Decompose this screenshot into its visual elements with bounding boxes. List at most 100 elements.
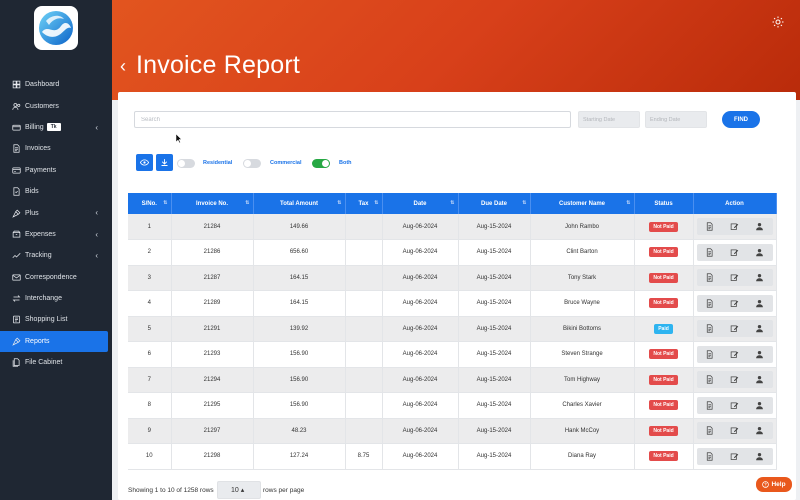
column-header-total-amount[interactable]: Total Amount ⇅: [253, 193, 346, 214]
cell-tax: [345, 239, 383, 266]
customer-profile-icon[interactable]: [755, 299, 764, 308]
customer-profile-icon[interactable]: [755, 426, 764, 435]
sort-icon[interactable]: ⇅: [163, 200, 168, 206]
edit-icon[interactable]: [730, 248, 739, 257]
customer-profile-icon[interactable]: [755, 273, 764, 282]
rows-per-page-select[interactable]: 10 ▴: [217, 481, 261, 499]
edit-icon[interactable]: [730, 299, 739, 308]
help-button[interactable]: Help: [756, 477, 792, 492]
cell-status: Not Paid: [634, 341, 694, 368]
sort-icon[interactable]: ⇅: [337, 200, 342, 206]
sidebar-item-shopping-list[interactable]: Shopping List: [0, 309, 112, 330]
column-header-label: Action: [725, 200, 744, 207]
table-row[interactable]: 3 21287 164.15 Aug-06-2024 Aug-15-2024 Tony S…: [128, 265, 777, 291]
sidebar-item-customers[interactable]: Customers: [0, 95, 112, 116]
table-row[interactable]: 9 21297 48.23 Aug-06-2024 Aug-15-2024 Hank Mc…: [128, 418, 777, 444]
sidebar-item-payments[interactable]: Payments: [0, 160, 112, 181]
view-invoice-icon[interactable]: [705, 350, 714, 359]
column-header-date[interactable]: Date ⇅: [382, 193, 459, 214]
app-logo[interactable]: [34, 6, 78, 50]
sidebar-item-plus[interactable]: Plus ‹: [0, 202, 112, 223]
customer-profile-icon[interactable]: [755, 248, 764, 257]
customer-profile-icon[interactable]: [755, 324, 764, 333]
column-header-customer-name[interactable]: Customer Name ⇅: [530, 193, 635, 214]
sidebar-item-expenses[interactable]: Expenses ‹: [0, 224, 112, 245]
sidebar-item-dashboard[interactable]: Dashboard: [0, 74, 112, 95]
cell-invoice-no: 21286: [171, 239, 254, 266]
cell-invoice-no: 21287: [171, 265, 254, 291]
view-invoice-icon[interactable]: [705, 299, 714, 308]
view-button[interactable]: [136, 154, 153, 171]
column-header-tax[interactable]: Tax ⇅: [345, 193, 383, 214]
column-header-action[interactable]: Action: [693, 193, 777, 214]
customer-profile-icon[interactable]: [755, 222, 764, 231]
view-invoice-icon[interactable]: [705, 375, 714, 384]
sidebar-item-tracking[interactable]: Tracking ‹: [0, 245, 112, 266]
page-header: ‹ Invoice Report: [112, 0, 800, 100]
table-row[interactable]: 5 21291 139.92 Aug-06-2024 Aug-15-2024 Bikini…: [128, 316, 777, 342]
table-row[interactable]: 1 21284 149.66 Aug-06-2024 Aug-15-2024 John R…: [128, 214, 777, 240]
table-row[interactable]: 7 21294 156.90 Aug-06-2024 Aug-15-2024 Tom Hi…: [128, 367, 777, 393]
edit-icon[interactable]: [730, 324, 739, 333]
action-button-group: [696, 243, 773, 261]
both-toggle[interactable]: [312, 159, 330, 168]
column-header-invoice-no[interactable]: Invoice No. ⇅: [171, 193, 254, 214]
cell-due-date: Aug-15-2024: [458, 290, 531, 317]
column-header-sno[interactable]: S/No. ⇅: [128, 193, 172, 214]
cell-tax: [345, 316, 383, 342]
cell-total-amount: 149.66: [253, 214, 346, 240]
edit-icon[interactable]: [730, 401, 739, 410]
view-invoice-icon[interactable]: [705, 426, 714, 435]
sidebar-item-correspondence[interactable]: Correspondence: [0, 267, 112, 288]
customer-profile-icon[interactable]: [755, 401, 764, 410]
edit-icon[interactable]: [730, 222, 739, 231]
sidebar-item-reports[interactable]: Reports: [0, 330, 108, 353]
cell-total-amount: 156.90: [253, 367, 346, 393]
column-header-status[interactable]: Status: [634, 193, 694, 214]
cell-due-date: Aug-15-2024: [458, 239, 531, 266]
sort-icon[interactable]: ⇅: [522, 200, 527, 206]
sort-icon[interactable]: ⇅: [245, 200, 250, 206]
end-date-field[interactable]: [645, 111, 707, 128]
table-row[interactable]: 10 21298 127.24 8.75 Aug-06-2024 Aug-15-2024 D…: [128, 443, 777, 470]
sidebar-item-invoices[interactable]: Invoices: [0, 138, 112, 159]
sidebar-item-file-cabinet[interactable]: File Cabinet: [0, 352, 112, 373]
sort-icon[interactable]: ⇅: [626, 200, 631, 206]
sort-icon[interactable]: ⇅: [450, 200, 455, 206]
commercial-toggle[interactable]: [243, 159, 261, 168]
customer-profile-icon[interactable]: [755, 375, 764, 384]
view-invoice-icon[interactable]: [705, 401, 714, 410]
customer-profile-icon[interactable]: [755, 350, 764, 359]
find-button[interactable]: FIND: [722, 111, 760, 128]
sidebar-item-interchange[interactable]: Interchange: [0, 288, 112, 309]
edit-icon[interactable]: [730, 375, 739, 384]
table-row[interactable]: 2 21286 656.60 Aug-06-2024 Aug-15-2024 Clint …: [128, 239, 777, 266]
sidebar-item-billing[interactable]: Billing Tk ‹: [0, 117, 112, 138]
sidebar-item-label: Billing: [25, 123, 44, 131]
sidebar-item-bids[interactable]: Bids: [0, 181, 112, 202]
start-date-field[interactable]: [578, 111, 640, 128]
sidebar-item-label: Interchange: [25, 295, 62, 303]
customer-profile-icon[interactable]: [755, 452, 764, 461]
view-invoice-icon[interactable]: [705, 324, 714, 333]
table-row[interactable]: 6 21293 156.90 Aug-06-2024 Aug-15-2024 Steven…: [128, 341, 777, 368]
view-invoice-icon[interactable]: [705, 452, 714, 461]
table-row[interactable]: 4 21289 164.15 Aug-06-2024 Aug-15-2024 Bruce …: [128, 290, 777, 317]
sort-icon[interactable]: ⇅: [374, 200, 379, 206]
edit-icon[interactable]: [730, 273, 739, 282]
view-invoice-icon[interactable]: [705, 273, 714, 282]
search-input[interactable]: [134, 111, 571, 128]
table-row[interactable]: 8 21295 156.90 Aug-06-2024 Aug-15-2024 Charle…: [128, 392, 777, 419]
residential-toggle[interactable]: [177, 159, 195, 168]
edit-icon[interactable]: [730, 452, 739, 461]
action-button-group: [696, 218, 773, 235]
cell-status: Not Paid: [634, 239, 694, 266]
edit-icon[interactable]: [730, 426, 739, 435]
edit-icon[interactable]: [730, 350, 739, 359]
view-invoice-icon[interactable]: [705, 248, 714, 257]
view-invoice-icon[interactable]: [705, 222, 714, 231]
gear-icon[interactable]: [772, 16, 784, 28]
back-chevron-icon[interactable]: ‹: [120, 56, 126, 76]
column-header-due-date[interactable]: Due Date ⇅: [458, 193, 531, 214]
download-button[interactable]: [156, 154, 173, 171]
